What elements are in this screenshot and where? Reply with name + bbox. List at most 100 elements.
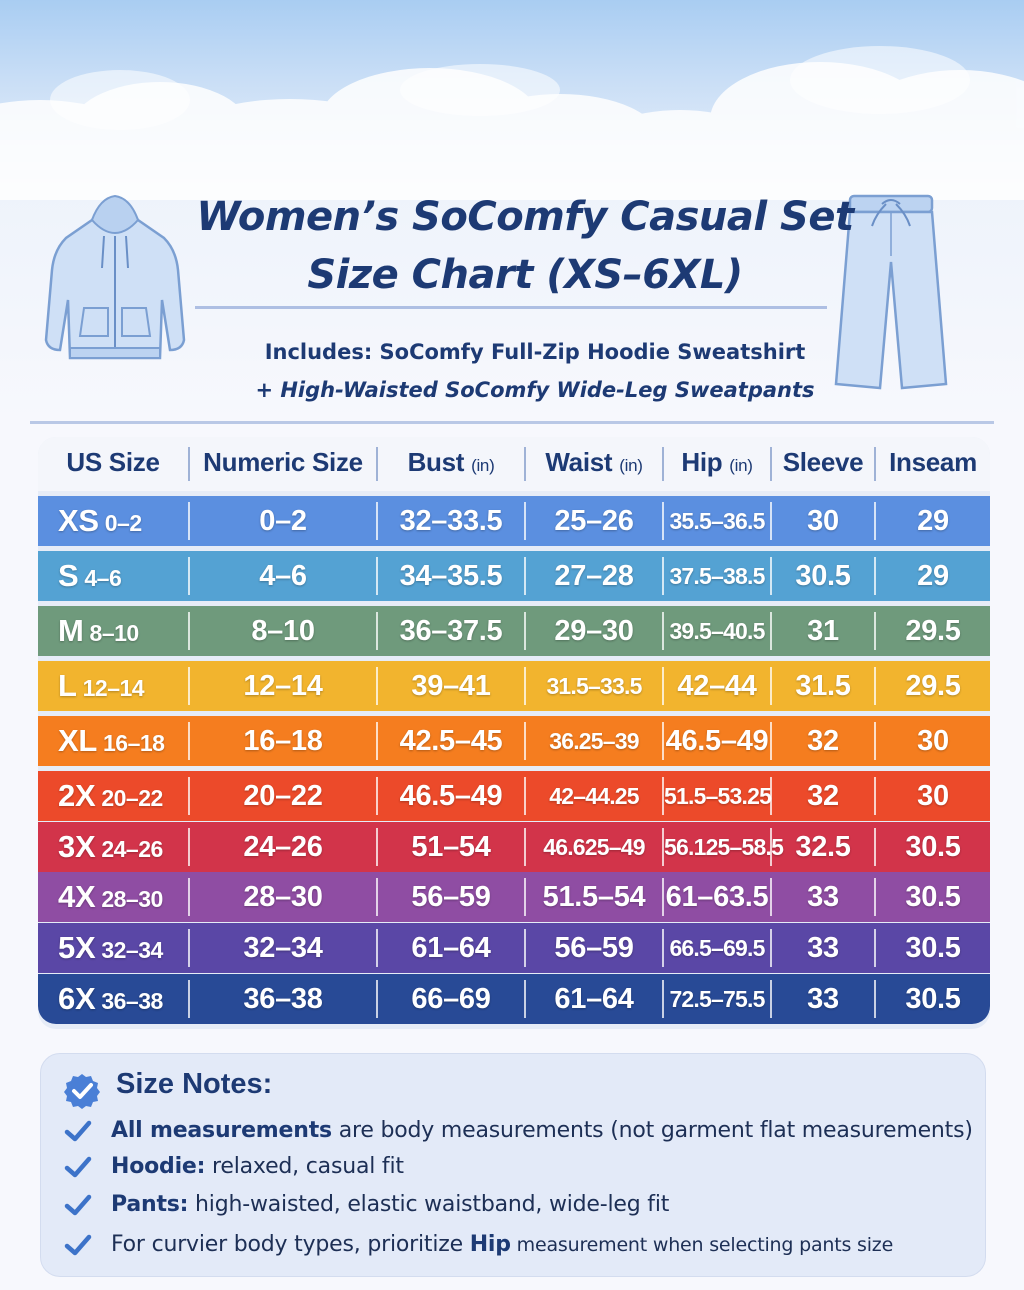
size-range: 4–6: [84, 565, 122, 591]
note-text: All measurements are body measurements (…: [111, 1114, 973, 1148]
col-divider: [376, 777, 378, 815]
col-divider: [874, 557, 876, 595]
cell-numeric-size: 28–30: [243, 881, 323, 913]
table-row: L 12–14 12–14 39–41 31.5–33.5 42–44 31.5 29.5: [38, 661, 990, 711]
note-item: Pants: high-waisted, elastic waistband, …: [41, 1188, 985, 1222]
size-label: 4X: [58, 879, 96, 914]
col-divider: [188, 777, 190, 815]
size-range: 0–2: [104, 510, 142, 536]
size-range: 20–22: [101, 785, 163, 811]
cell-waist: 36.25–39: [549, 728, 639, 754]
header-inseam: Inseam: [889, 447, 977, 477]
note-emphasis: All measurements: [111, 1118, 332, 1143]
col-divider: [662, 667, 664, 705]
cell-hip: 72.5–75.5: [669, 986, 765, 1012]
note-detail: relaxed, casual fit: [205, 1154, 404, 1179]
size-range: 28–30: [101, 886, 163, 912]
size-chart-table: US Size Numeric Size Bust (in) Waist (in…: [38, 437, 990, 1029]
note-detail: are body measurements (not garment flat …: [331, 1118, 973, 1143]
size-label: 6X: [58, 981, 96, 1016]
col-divider: [874, 777, 876, 815]
col-divider: [188, 557, 190, 595]
col-divider: [770, 980, 772, 1018]
cell-waist: 46.625–49: [543, 834, 645, 860]
col-divider: [524, 667, 526, 705]
cell-numeric-size: 24–26: [243, 831, 323, 863]
col-divider: [770, 502, 772, 540]
table-row: 4X 28–30 28–30 56–59 51.5–54 61–63.5 33 30.5: [38, 872, 990, 922]
header-bust: Bust (in): [378, 437, 524, 491]
cell-hip: 37.5–38.5: [669, 563, 765, 589]
cell-sleeve: 31: [807, 615, 839, 647]
includes-line-2: + High-Waisted SoComfy Wide-Leg Sweatpan…: [255, 378, 815, 402]
size-range: 24–26: [101, 836, 163, 862]
cell-sleeve: 30.5: [795, 560, 851, 592]
cell-us-size: XL 16–18: [38, 716, 188, 766]
cell-sleeve: 33: [807, 881, 839, 913]
cell-bust: 66–69: [411, 983, 491, 1015]
size-label: 2X: [58, 778, 96, 813]
header-divider: [188, 447, 190, 481]
col-divider: [188, 828, 190, 866]
col-divider: [662, 929, 664, 967]
cell-waist: 27–28: [554, 560, 634, 592]
cell-inseam: 29: [917, 560, 949, 592]
title-line-1: Women’s SoComfy Casual Set: [196, 194, 854, 240]
cell-hip: 66.5–69.5: [669, 935, 765, 961]
size-range: 16–18: [103, 730, 165, 756]
table-row: 2X 20–22 20–22 46.5–49 42–44.25 51.5–53.25 32 3…: [38, 771, 990, 821]
cell-waist: 31.5–33.5: [546, 673, 642, 699]
cell-numeric-size: 32–34: [243, 932, 323, 964]
col-divider: [770, 878, 772, 916]
col-divider: [188, 878, 190, 916]
col-divider: [770, 722, 772, 760]
col-divider: [770, 557, 772, 595]
cell-hip: 51.5–53.25: [664, 783, 772, 809]
col-divider: [376, 502, 378, 540]
size-label: M: [58, 613, 84, 648]
cell-numeric-size: 8–10: [251, 615, 315, 647]
cell-numeric-size: 0–2: [259, 505, 307, 537]
cell-waist: 56–59: [554, 932, 634, 964]
cell-us-size: M 8–10: [38, 606, 188, 656]
table-header: US Size Numeric Size Bust (in) Waist (in…: [38, 437, 990, 491]
col-divider: [524, 777, 526, 815]
col-divider: [874, 612, 876, 650]
col-divider: [662, 612, 664, 650]
cell-hip: 39.5–40.5: [669, 618, 765, 644]
note-emphasis: Pants:: [111, 1192, 189, 1217]
col-divider: [662, 878, 664, 916]
header-waist-label: Waist: [545, 447, 613, 477]
col-divider: [188, 980, 190, 1018]
cell-numeric-size: 4–6: [259, 560, 307, 592]
cell-sleeve: 31.5: [795, 670, 851, 702]
note-text: For curvier body types, prioritize Hip m…: [111, 1228, 893, 1262]
note-emphasis: Hip: [469, 1232, 511, 1257]
cell-us-size: L 12–14: [38, 661, 188, 711]
size-label: L: [58, 668, 77, 703]
cell-us-size: 2X 20–22: [38, 771, 188, 821]
col-divider: [662, 722, 664, 760]
note-lead-text: For curvier body types, prioritize: [111, 1232, 470, 1257]
cell-waist: 51.5–54: [542, 881, 646, 913]
note-item: Hoodie: relaxed, casual fit: [41, 1150, 985, 1184]
table-row: S 4–6 4–6 34–35.5 27–28 37.5–38.5 30.5 29: [38, 551, 990, 601]
table-row: XS 0–2 0–2 32–33.5 25–26 35.5–36.5 30 29: [38, 496, 990, 546]
header-divider: [524, 447, 526, 481]
section-divider: [30, 421, 994, 424]
col-divider: [376, 828, 378, 866]
size-label: S: [58, 558, 79, 593]
col-divider: [662, 557, 664, 595]
table-row: XL 16–18 16–18 42.5–45 36.25–39 46.5–49 32 30: [38, 716, 990, 766]
cell-us-size: 4X 28–30: [38, 872, 188, 922]
title-line-2: Size Chart (XS–6XL): [307, 252, 743, 298]
note-item: For curvier body types, prioritize Hip m…: [41, 1228, 985, 1262]
col-divider: [376, 980, 378, 1018]
col-divider: [376, 722, 378, 760]
col-divider: [874, 828, 876, 866]
header-hip-unit: (in): [729, 456, 753, 475]
header-bust-label: Bust: [407, 447, 465, 477]
sky-clouds: [0, 46, 1024, 200]
header-waist-unit: (in): [619, 456, 643, 475]
col-divider: [188, 929, 190, 967]
